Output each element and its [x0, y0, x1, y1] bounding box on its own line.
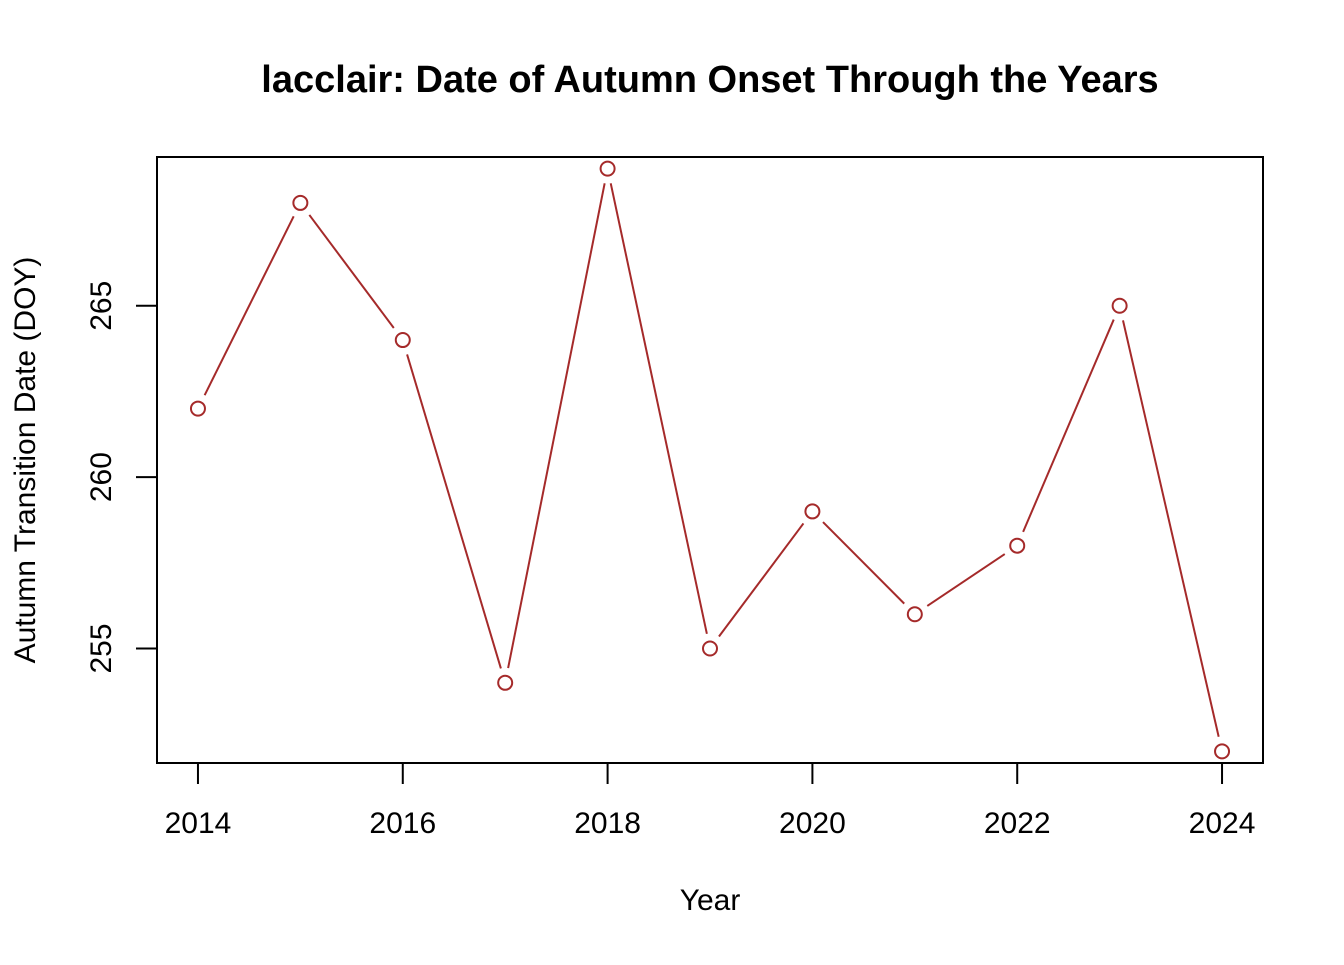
data-point	[599, 160, 616, 177]
series-line-segment	[1022, 319, 1115, 533]
series-line-segment	[1122, 320, 1220, 737]
x-tick-label: 2022	[984, 807, 1051, 840]
data-point	[292, 194, 309, 211]
y-tick-label: 260	[85, 452, 118, 502]
y-tick-label: 255	[85, 623, 118, 673]
data-point	[906, 606, 923, 623]
x-axis-label: Year	[680, 884, 741, 917]
data-point	[804, 503, 821, 520]
series-line-segment	[609, 183, 708, 635]
data-point	[1111, 297, 1128, 314]
x-tick-label: 2016	[369, 807, 436, 840]
data-point	[394, 332, 411, 349]
x-tick-label: 2018	[574, 807, 641, 840]
series-line-segment	[507, 183, 606, 669]
y-tick-label: 265	[85, 281, 118, 331]
series-line-segment	[406, 354, 502, 669]
y-axis-label: Autumn Transition Date (DOY)	[9, 257, 42, 664]
x-axis: 2014 2016 2018 2020 2022 2024	[165, 762, 1256, 840]
x-tick-label: 2014	[165, 807, 232, 840]
data-point	[1214, 743, 1231, 760]
y-axis: 255 260 265	[85, 281, 158, 674]
series-line-segment	[203, 215, 295, 396]
series-layer	[189, 160, 1231, 760]
chart-title: lacclair: Date of Autumn Onset Through t…	[261, 59, 1158, 101]
series-line-segment	[718, 522, 805, 638]
x-tick-label: 2024	[1189, 807, 1256, 840]
series-line-segment	[822, 521, 905, 605]
data-point	[702, 640, 718, 657]
series-line-segment	[308, 214, 395, 329]
series-line-segment	[926, 553, 1006, 607]
data-point	[1009, 537, 1026, 554]
data-point	[189, 400, 206, 417]
data-point	[497, 674, 514, 691]
plot-frame	[156, 156, 1264, 764]
x-tick-label: 2020	[779, 807, 846, 840]
